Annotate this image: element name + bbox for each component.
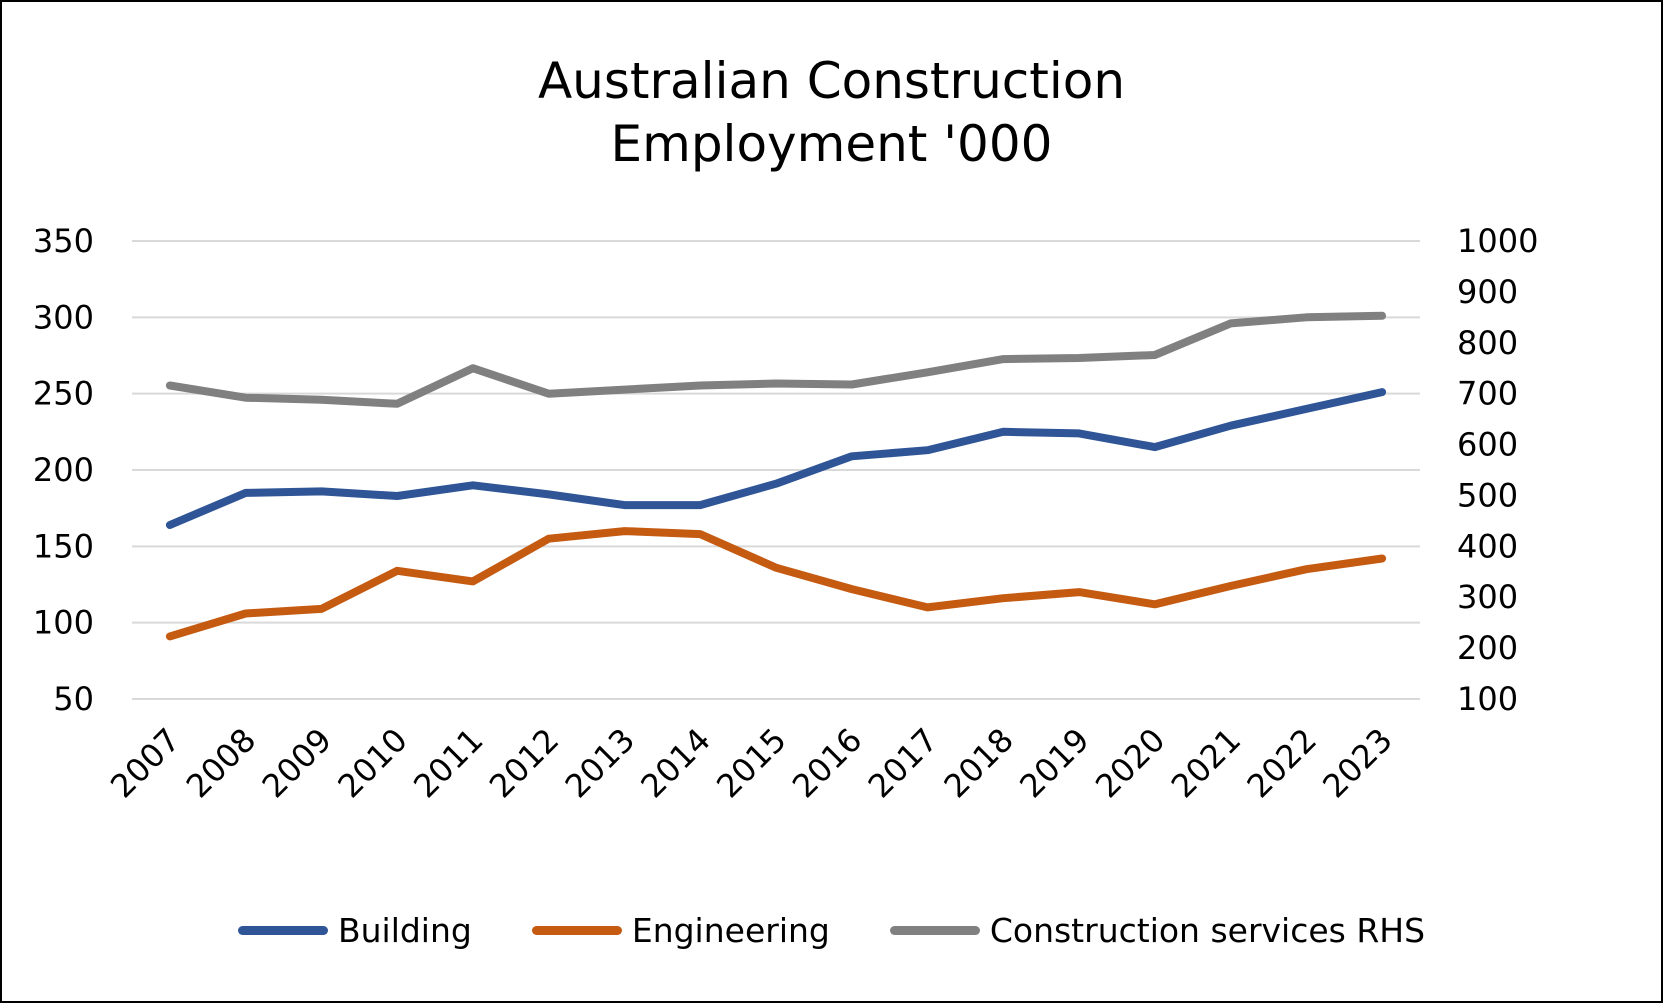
left-tick-label: 350	[33, 222, 94, 260]
legend-item-building: Building	[237, 910, 472, 950]
right-y-axis: 100 200 300 400 500 600 700 800 900 1000	[1457, 222, 1538, 718]
right-tick-label: 900	[1457, 273, 1518, 311]
x-tick-label: 2010	[330, 721, 414, 805]
legend-item-construction-services: Construction services RHS	[889, 910, 1426, 950]
left-tick-label: 100	[33, 604, 94, 642]
x-tick-label: 2013	[558, 721, 642, 805]
right-tick-label: 200	[1457, 629, 1518, 667]
x-axis: 2007200820092010201120122013201420152016…	[103, 721, 1400, 805]
chart-title: Australian Construction Employment '000	[2, 50, 1661, 176]
legend: Building Engineering Construction servic…	[2, 905, 1661, 955]
left-tick-label: 150	[33, 527, 94, 565]
gridlines	[132, 240, 1420, 700]
right-tick-label: 600	[1457, 426, 1518, 464]
legend-swatch-building	[237, 925, 328, 935]
x-tick-label: 2008	[179, 721, 263, 805]
x-tick-label: 2021	[1164, 721, 1248, 805]
chart-title-line-2: Employment '000	[610, 115, 1053, 173]
right-tick-label: 800	[1457, 324, 1518, 362]
x-tick-label: 2022	[1240, 721, 1324, 805]
right-tick-label: 700	[1457, 375, 1518, 413]
x-tick-label: 2023	[1315, 721, 1399, 805]
x-tick-label: 2016	[785, 721, 869, 805]
left-tick-label: 300	[33, 298, 94, 336]
series-line-engineering	[165, 527, 1387, 641]
x-tick-label: 2020	[1088, 721, 1172, 805]
legend-label-building: Building	[337, 910, 472, 950]
legend-item-engineering: Engineering	[531, 910, 830, 950]
legend-label-construction-services: Construction services RHS	[989, 910, 1426, 950]
right-tick-label: 1000	[1457, 222, 1538, 260]
right-tick-label: 100	[1457, 680, 1518, 718]
x-tick-label: 2018	[936, 721, 1020, 805]
series-line-construction-services-rhs	[165, 311, 1387, 408]
x-tick-label: 2011	[406, 721, 490, 805]
left-y-axis: 50 100 150 200 250 300 350	[33, 222, 94, 718]
series-lines	[165, 311, 1387, 641]
x-tick-label: 2015	[709, 721, 793, 805]
x-tick-label: 2009	[255, 721, 339, 805]
x-tick-label: 2014	[633, 721, 717, 805]
left-tick-label: 200	[33, 451, 94, 489]
right-tick-label: 400	[1457, 527, 1518, 565]
x-tick-label: 2017	[861, 721, 945, 805]
x-tick-label: 2012	[482, 721, 566, 805]
left-tick-label: 250	[33, 375, 94, 413]
legend-label-engineering: Engineering	[631, 910, 830, 950]
x-tick-label: 2007	[103, 721, 187, 805]
legend-swatch-construction-services	[889, 925, 980, 935]
right-tick-label: 300	[1457, 578, 1518, 616]
legend-swatch-engineering	[531, 925, 622, 935]
series-line-building	[165, 388, 1387, 529]
left-tick-label: 50	[53, 680, 94, 718]
x-tick-label: 2019	[1012, 721, 1096, 805]
right-tick-label: 500	[1457, 476, 1518, 514]
chart-title-line-1: Australian Construction	[537, 52, 1126, 110]
